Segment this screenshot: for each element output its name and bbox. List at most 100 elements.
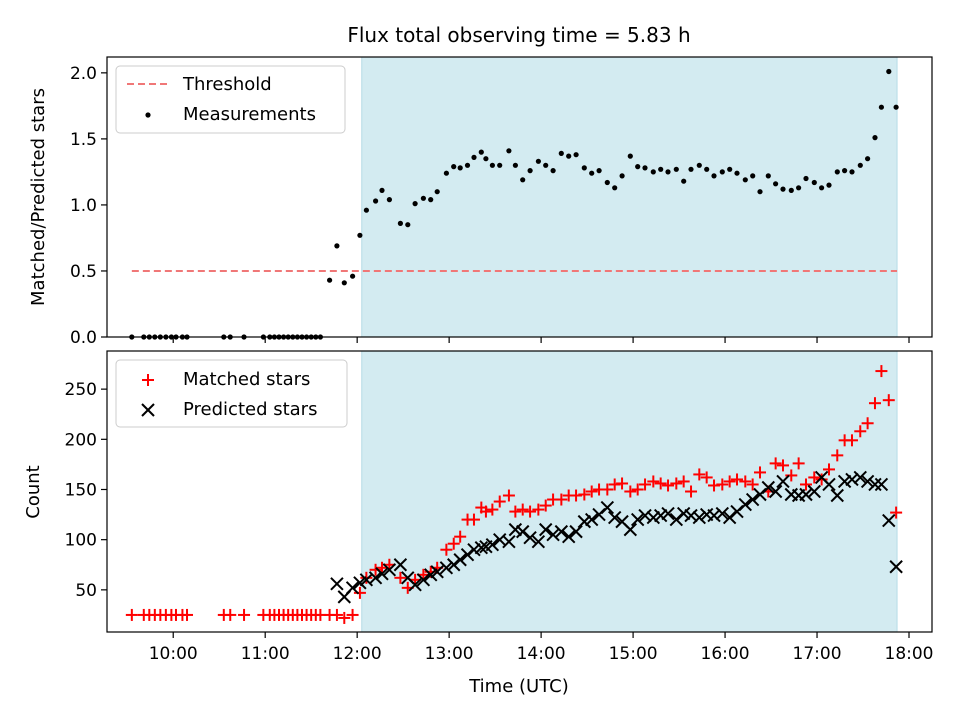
measurement-point — [773, 181, 779, 187]
matched-stars-point — [338, 611, 351, 624]
predicted-stars-point — [447, 558, 461, 572]
measurement-point — [443, 170, 449, 176]
measurement-point — [842, 168, 848, 174]
predicted-stars-point — [707, 508, 721, 523]
predicted-stars-point — [874, 477, 889, 492]
measurement-point — [566, 153, 572, 159]
matched-stars-point — [831, 449, 844, 462]
x-tick-label: 10:00 — [149, 644, 198, 664]
predicted-stars-point — [889, 560, 903, 574]
measurement-point — [765, 173, 771, 179]
matched-stars-point — [785, 469, 798, 482]
predicted-stars-point — [661, 506, 675, 521]
measurement-point — [665, 169, 671, 175]
predicted-stars-point — [502, 534, 516, 549]
measurement-point — [478, 149, 484, 155]
predicted-stars-point — [546, 527, 560, 542]
matched-stars-point — [440, 543, 453, 556]
predicted-stars-point — [692, 510, 707, 525]
matched-stars-point — [723, 475, 736, 488]
matched-stars-point — [739, 475, 752, 488]
predicted-stars-legend-marker — [141, 403, 155, 417]
measurement-point — [696, 162, 702, 168]
measurement-point — [826, 182, 832, 188]
top-y-axis-label: Matched/Predicted stars — [28, 88, 49, 306]
measurement-point — [803, 175, 809, 182]
measurement-point — [489, 162, 495, 168]
x-tick-label: 12:00 — [333, 644, 382, 664]
matched-stars-point — [353, 586, 366, 599]
matched-stars-point — [578, 488, 591, 501]
y-tick-label: 100 — [65, 531, 97, 551]
matched-stars-point — [890, 506, 903, 519]
measurement-point — [412, 201, 418, 207]
measurement-point — [512, 162, 519, 168]
top-x-ticks — [172, 337, 910, 343]
predicted-stars-point — [439, 561, 454, 575]
predicted-stars-point — [822, 477, 836, 492]
predicted-stars-point — [845, 472, 859, 487]
predicted-stars-point — [345, 581, 360, 595]
predicted-stars-point — [531, 534, 546, 549]
x-tick-label: 17:00 — [793, 644, 842, 664]
predicted-stars-point — [776, 474, 790, 489]
predicted-stars-point — [430, 565, 444, 579]
matched-stars-point — [875, 365, 888, 378]
predicted-stars-point — [539, 522, 553, 537]
x-tick-label: 18:00 — [885, 644, 934, 664]
predicted-stars-point — [600, 500, 615, 515]
matched-stars-point — [486, 503, 499, 516]
predicted-stars-point — [623, 522, 638, 537]
predicted-stars-point — [882, 513, 896, 528]
y-tick-label: 2.0 — [70, 64, 97, 84]
measurement-point — [596, 168, 602, 174]
matched-stars-point — [616, 477, 629, 490]
measurement-point — [558, 150, 564, 156]
measurement-point — [581, 165, 587, 171]
predicted-stars-point — [738, 497, 753, 512]
matched-stars-point — [624, 485, 637, 498]
measurements-legend-swatch — [145, 112, 151, 118]
measurement-point — [397, 220, 403, 226]
measurement-point — [704, 166, 710, 172]
measurement-point — [681, 178, 687, 184]
measurement-point — [420, 195, 426, 201]
matched-stars-point — [330, 608, 343, 621]
threshold-legend-label: Threshold — [182, 74, 272, 95]
matched-stars-point — [509, 505, 522, 518]
predicted-stars-point — [768, 484, 783, 499]
measurement-point — [742, 177, 748, 183]
measurement-point — [379, 187, 385, 193]
predicted-stars-legend-swatch — [141, 403, 155, 417]
measurement-point — [658, 166, 664, 172]
matched-stars-point — [693, 468, 706, 481]
predicted-stars-point — [330, 577, 344, 591]
measurement-point — [464, 162, 471, 168]
matched-stars-point — [493, 495, 506, 508]
matched-stars-point — [845, 434, 858, 447]
bottom-y-ticks: 50 100 150 200 250 — [65, 380, 107, 601]
top-axes-frame — [106, 56, 933, 338]
matched-stars-point — [861, 417, 874, 430]
matched-stars-point — [555, 493, 568, 506]
x-tick-label: 11:00 — [241, 644, 290, 664]
measurement-point — [327, 277, 333, 283]
measurement-point — [819, 185, 825, 191]
matched-stars-point — [777, 459, 790, 472]
predicted-stars-point — [561, 529, 576, 544]
measurement-point — [750, 173, 756, 179]
predicted-stars-point — [474, 540, 489, 555]
x-tick-label: 13:00 — [425, 644, 474, 664]
matched-stars-point — [238, 608, 251, 621]
matched-stars-point — [516, 503, 529, 516]
y-tick-label: 1.5 — [70, 130, 97, 150]
measurement-point — [688, 166, 694, 172]
matched-stars-legend-label: Matched stars — [183, 369, 310, 390]
predicted-stars-point — [393, 558, 408, 572]
top-shaded-span — [361, 57, 898, 337]
measurement-point — [711, 173, 717, 179]
measurement-point — [886, 68, 892, 75]
bottom-panel: 50 100 150 200 250 10:00 11:00 12:00 13:00 14:00… — [23, 350, 934, 697]
predicted-stars-point — [416, 573, 431, 587]
predicted-stars-point — [761, 480, 775, 495]
